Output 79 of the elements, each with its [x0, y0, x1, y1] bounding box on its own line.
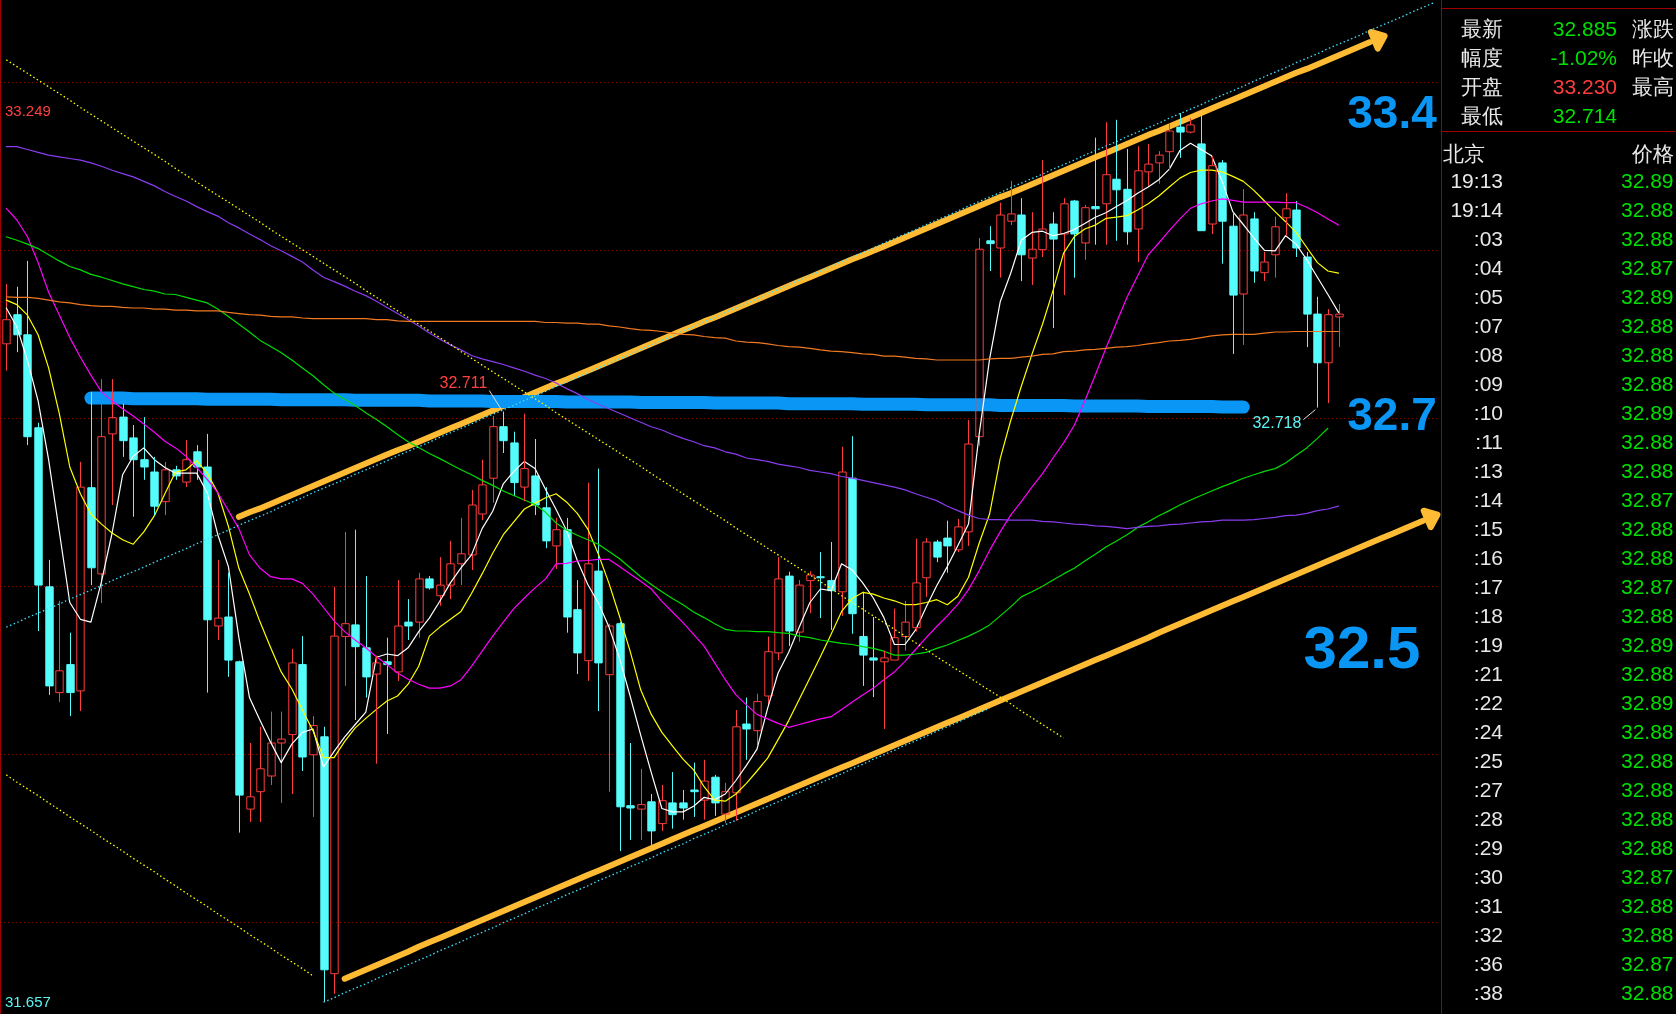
category-label: 19:14 — [1450, 198, 1504, 221]
text: 32.87 — [1621, 952, 1674, 975]
annotation: 32.718 — [1252, 413, 1302, 431]
text: 价格 — [1631, 142, 1674, 165]
category-label: :07 — [1473, 314, 1503, 337]
text: 32.88 — [1621, 923, 1674, 946]
category-label: :16 — [1473, 546, 1503, 569]
category-label: :19 — [1473, 633, 1503, 656]
category-label: :14 — [1473, 488, 1504, 511]
category-label: :24 — [1473, 720, 1504, 743]
text: 32.88 — [1621, 836, 1674, 859]
annotation: 32.711 — [439, 373, 488, 391]
text: 32.88 — [1621, 372, 1674, 395]
category-label: :17 — [1473, 575, 1503, 598]
category-label: :31 — [1473, 894, 1503, 917]
text: 北京 — [1443, 142, 1485, 165]
category-label: :28 — [1473, 807, 1503, 830]
category-label: :15 — [1473, 517, 1503, 540]
text: 32.88 — [1621, 314, 1674, 337]
category-label: :03 — [1473, 227, 1503, 250]
category-label: :10 — [1473, 401, 1503, 424]
text: -1.02% — [1550, 46, 1617, 69]
category-label: 涨跌 — [1632, 17, 1674, 40]
note: 32.7 — [1347, 388, 1437, 440]
category-label: 开盘 — [1461, 75, 1503, 98]
price-label: 32.718 — [1252, 409, 1316, 431]
text: 32.88 — [1621, 343, 1674, 366]
text: 32.88 — [1621, 517, 1674, 540]
y-tick: 31.657 — [5, 993, 51, 1011]
text: 32.88 — [1621, 604, 1674, 627]
text: 32.88 — [1621, 430, 1674, 453]
category-label: :04 — [1473, 256, 1504, 279]
text: 32.88 — [1621, 749, 1674, 772]
category-label: 最高 — [1632, 75, 1674, 98]
text: 32.89 — [1621, 401, 1674, 424]
category-label: :32 — [1473, 923, 1503, 946]
category-label: :13 — [1473, 459, 1503, 482]
text: 32.88 — [1621, 778, 1674, 801]
text: 32.87 — [1621, 575, 1674, 598]
text: 32.88 — [1621, 198, 1674, 221]
category-label: :11 — [1475, 430, 1503, 453]
text: 32.89 — [1621, 691, 1674, 714]
text: 32.87 — [1621, 488, 1674, 511]
text: 32.87 — [1621, 865, 1674, 888]
text: 32.89 — [1621, 633, 1674, 656]
text: 32.88 — [1621, 720, 1674, 743]
category-label: :30 — [1473, 865, 1503, 888]
text: 32.88 — [1621, 662, 1674, 685]
text: 32.88 — [1621, 807, 1674, 830]
text: 32.885 — [1552, 17, 1617, 40]
text: 32.88 — [1621, 227, 1674, 250]
category-label: 昨收 — [1632, 46, 1674, 69]
category-label: :05 — [1473, 285, 1503, 308]
text: 32.88 — [1621, 459, 1674, 482]
category-label: :09 — [1473, 372, 1503, 395]
category-label: :21 — [1473, 662, 1503, 685]
category-label: :27 — [1473, 778, 1503, 801]
category-label: :08 — [1473, 343, 1503, 366]
category-label: 幅度 — [1461, 46, 1503, 69]
category-label: 19:13 — [1450, 169, 1503, 192]
note: 32.5 — [1303, 614, 1421, 681]
y-tick: 33.249 — [5, 101, 51, 119]
text: 32.89 — [1621, 169, 1674, 192]
category-label: 最低 — [1461, 104, 1503, 127]
text: 32.88 — [1621, 546, 1674, 569]
note: 33.4 — [1347, 86, 1437, 138]
category-label: :25 — [1473, 749, 1503, 772]
text: 32.88 — [1621, 894, 1674, 917]
category-label: :38 — [1473, 981, 1503, 1004]
text: 32.88 — [1621, 981, 1674, 1004]
category-label: :18 — [1473, 604, 1503, 627]
category-label: :29 — [1473, 836, 1503, 859]
text: 32.89 — [1621, 285, 1674, 308]
category-label: 最新 — [1461, 17, 1503, 40]
text: 32.87 — [1621, 256, 1674, 279]
category-label: :22 — [1473, 691, 1503, 714]
text: 32.714 — [1552, 104, 1617, 127]
category-label: :36 — [1473, 952, 1503, 975]
text: 33.230 — [1552, 75, 1617, 98]
